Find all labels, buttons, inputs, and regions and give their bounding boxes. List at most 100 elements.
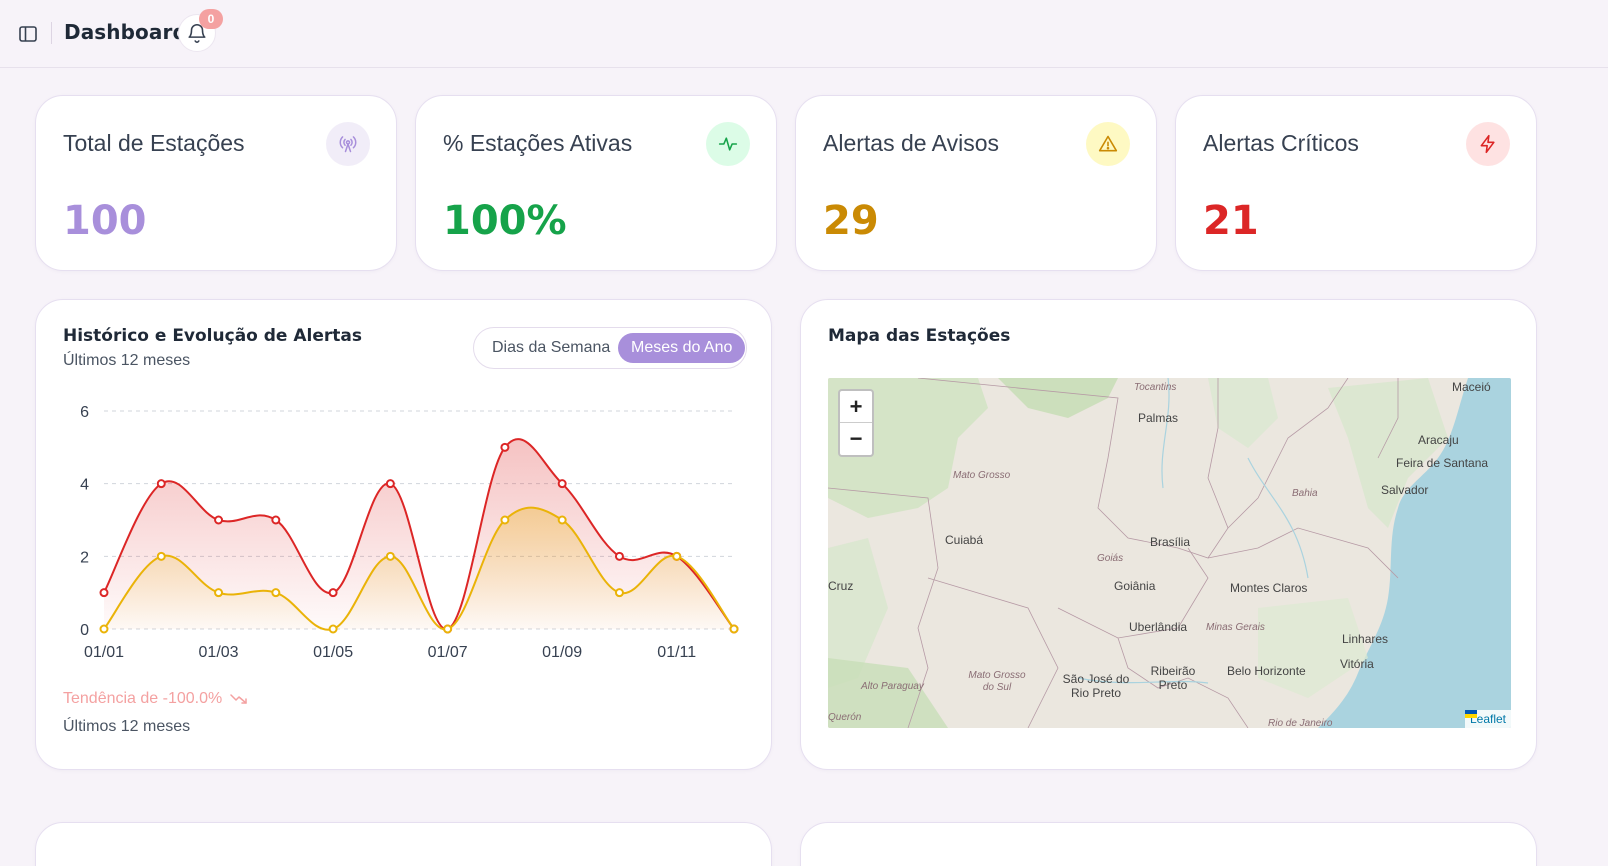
antenna-icon [326, 122, 370, 166]
data-point [328, 624, 338, 634]
map-label: Cruz [828, 579, 854, 593]
bell-icon [188, 24, 206, 43]
data-point [500, 515, 510, 525]
data-point [99, 588, 109, 598]
map-label: Ribeirão Preto [1150, 664, 1196, 692]
map-label: Mato Grosso do Sul [968, 670, 1026, 693]
map-label: Alto Paraguay [861, 681, 924, 692]
stat-label: Alertas Críticos [1203, 130, 1359, 156]
stations-map[interactable]: Maceió Tocantins Palmas Aracaju Feira de… [828, 378, 1511, 728]
stat-card-active-stations: % Estações Ativas 100% [415, 95, 777, 271]
map-label: Cuiabá [945, 533, 984, 547]
map-label: Feira de Santana [1396, 456, 1489, 470]
map-label: Mato Grosso [953, 470, 1011, 481]
map-label: Belo Horizonte [1227, 664, 1306, 678]
bottom-card-right [800, 822, 1537, 866]
map-label: Salvador [1381, 483, 1429, 497]
data-point [614, 551, 624, 561]
data-point [729, 624, 739, 634]
y-tick-label: 0 [80, 622, 89, 639]
zoom-in-button[interactable]: + [840, 391, 872, 423]
map-label: Bahia [1292, 488, 1318, 499]
divider [51, 22, 52, 44]
map-label: Linhares [1342, 632, 1389, 646]
stat-card-critical-alerts: Alertas Críticos 21 [1175, 95, 1537, 271]
map-label: Maceió [1452, 380, 1491, 394]
map-label: Minas Gerais [1206, 622, 1265, 633]
chart-title: Histórico e Evolução de Alertas [63, 326, 362, 346]
sidebar-toggle-icon[interactable] [18, 24, 38, 44]
data-point [385, 551, 395, 561]
bottom-card-left [35, 822, 772, 866]
x-tick-label: 01/11 [657, 644, 696, 661]
data-point [271, 515, 281, 525]
data-point [214, 588, 224, 598]
x-tick-label: 01/07 [428, 644, 468, 661]
x-tick-label: 01/09 [542, 644, 582, 661]
stat-value: 100 [63, 198, 147, 244]
trending-down-icon [230, 694, 247, 704]
zoom-control: + − [838, 389, 874, 457]
stat-value: 100% [443, 198, 567, 244]
data-point [271, 588, 281, 598]
map-attribution[interactable]: Leaflet [1464, 710, 1511, 728]
zap-icon [1466, 122, 1510, 166]
data-point [443, 624, 453, 634]
stat-label: Alertas de Avisos [823, 130, 1000, 156]
map-label: Vitória [1340, 657, 1374, 671]
data-point [328, 588, 338, 598]
map-label: Uberlândia [1129, 620, 1188, 634]
map-label: Aracaju [1418, 433, 1459, 447]
period-toggle: Dias da Semana Meses do Ano [473, 327, 747, 369]
data-point [614, 588, 624, 598]
page-title: Dashboard [64, 20, 187, 44]
chart-subtitle: Últimos 12 meses [63, 352, 191, 369]
top-bar: Dashboard 0 [0, 0, 1608, 68]
data-point [500, 442, 510, 452]
map-label: Brasília [1150, 535, 1191, 549]
map-label: Tocantins [1134, 382, 1177, 393]
chart-footer: Últimos 12 meses [63, 718, 191, 735]
map-label: Rio de Janeiro [1268, 718, 1333, 728]
y-tick-label: 4 [80, 477, 89, 494]
y-tick-label: 6 [80, 404, 89, 421]
toggle-weekdays[interactable]: Dias da Semana [492, 339, 611, 356]
x-tick-label: 01/01 [84, 644, 124, 661]
data-point [557, 515, 567, 525]
attribution-link[interactable]: Leaflet [1469, 712, 1506, 726]
data-point [214, 515, 224, 525]
map-label: Querón [828, 712, 862, 723]
data-point [156, 551, 166, 561]
map-label: São José do Rio Preto [1062, 672, 1130, 700]
zoom-out-button[interactable]: − [849, 426, 863, 451]
stat-card-total-stations: Total de Estações 100 [35, 95, 397, 271]
notification-badge: 0 [199, 9, 223, 29]
stat-label: Total de Estações [63, 130, 245, 156]
alerts-chart: 0 2 4 6 01/01 01/03 01/05 01/07 01/09 01/11 [80, 404, 739, 661]
trend-indicator: Tendência de -100.0% [63, 690, 248, 708]
y-tick-label: 2 [80, 549, 89, 566]
stat-card-warning-alerts: Alertas de Avisos 29 [795, 95, 1157, 271]
x-tick-label: 01/05 [313, 644, 353, 661]
data-point [385, 479, 395, 489]
stations-map-card: Mapa das Estações [800, 299, 1537, 770]
trend-text: Tendência de -100.0% [63, 690, 223, 707]
data-point [672, 551, 682, 561]
map-title: Mapa das Estações [828, 326, 1011, 346]
map-label: Palmas [1138, 411, 1179, 425]
stat-label: % Estações Ativas [443, 130, 633, 156]
map-label: Goiânia [1114, 579, 1156, 593]
stat-value: 29 [823, 198, 879, 244]
series-area [104, 507, 734, 630]
stat-value: 21 [1203, 198, 1259, 244]
toggle-months[interactable]: Meses do Ano [618, 333, 746, 363]
x-tick-label: 01/03 [199, 644, 239, 661]
map-label: Montes Claros [1230, 581, 1308, 595]
alerts-history-card: Histórico e Evolução de Alertas Últimos … [35, 299, 772, 770]
activity-icon [706, 122, 750, 166]
data-point [99, 624, 109, 634]
warning-icon [1086, 122, 1130, 166]
data-point [156, 479, 166, 489]
ukraine-flag-icon [1464, 710, 1477, 718]
data-point [557, 479, 567, 489]
